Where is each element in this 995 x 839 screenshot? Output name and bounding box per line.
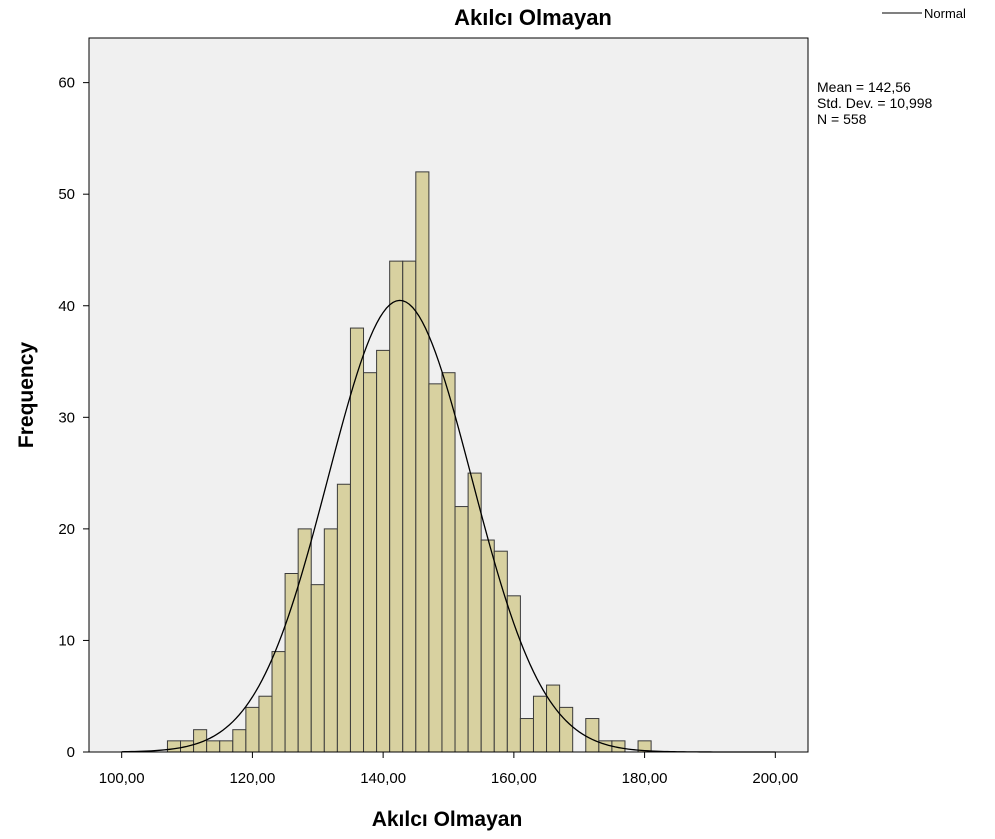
legend: Normal xyxy=(882,6,966,21)
histogram-bar xyxy=(284,573,299,753)
histogram-bar xyxy=(219,740,234,753)
plot-frame xyxy=(88,37,809,753)
stats-box: Mean = 142,56 Std. Dev. = 10,998 N = 558 xyxy=(817,79,933,127)
legend-normal-label: Normal xyxy=(924,6,966,21)
x-tick-label: 120,00 xyxy=(229,770,275,787)
histogram-bars xyxy=(166,171,652,753)
histogram-bar xyxy=(519,718,534,753)
y-axis: 0 10 20 30 40 50 60 xyxy=(58,75,89,761)
x-tick-label: 200,00 xyxy=(752,770,798,787)
histogram-bar xyxy=(271,651,286,753)
stat-n: N = 558 xyxy=(817,111,867,127)
histogram-bar xyxy=(232,729,247,753)
x-axis-title: Akılcı Olmayan xyxy=(372,808,523,831)
y-tick-label: 30 xyxy=(58,409,75,426)
y-axis-title: Frequency xyxy=(15,342,38,449)
histogram-bar xyxy=(559,706,574,753)
histogram-bar xyxy=(206,740,221,753)
histogram-bar xyxy=(402,260,417,753)
histogram-bar xyxy=(532,695,548,753)
histogram-bar xyxy=(415,171,430,753)
y-tick-label: 0 xyxy=(67,744,75,761)
chart-title: Akılcı Olmayan xyxy=(454,5,612,30)
histogram-bar xyxy=(363,372,378,753)
histogram-bar xyxy=(441,372,456,753)
histogram-bar xyxy=(585,718,600,753)
histogram-bar xyxy=(310,584,325,753)
histogram-bar xyxy=(480,539,495,753)
histogram-bar xyxy=(467,472,482,753)
x-tick-label: 140,00 xyxy=(360,770,406,787)
histogram-bar xyxy=(506,595,521,753)
stat-std-dev: Std. Dev. = 10,998 xyxy=(817,95,933,111)
x-axis: 100,00 120,00 140,00 160,00 180,00 200,00 xyxy=(99,752,798,787)
histogram-bar xyxy=(389,260,404,753)
y-tick-label: 20 xyxy=(58,521,75,538)
histogram-bar xyxy=(323,528,338,753)
stat-mean: Mean = 142,56 xyxy=(817,79,911,95)
histogram-bar xyxy=(166,740,182,753)
histogram-bar xyxy=(245,706,260,753)
histogram-bar xyxy=(376,349,391,753)
y-tick-label: 10 xyxy=(58,632,75,649)
x-tick-label: 100,00 xyxy=(99,770,145,787)
histogram-bar xyxy=(336,483,351,753)
histogram-bar xyxy=(428,383,443,753)
x-tick-label: 180,00 xyxy=(622,770,668,787)
histogram-bar xyxy=(349,327,365,753)
y-tick-label: 40 xyxy=(58,298,75,315)
histogram-bar xyxy=(258,695,273,753)
histogram-bar xyxy=(454,506,469,753)
x-tick-label: 160,00 xyxy=(491,770,537,787)
histogram-bar xyxy=(546,684,561,753)
y-tick-label: 60 xyxy=(58,75,75,92)
y-tick-label: 50 xyxy=(58,186,75,203)
